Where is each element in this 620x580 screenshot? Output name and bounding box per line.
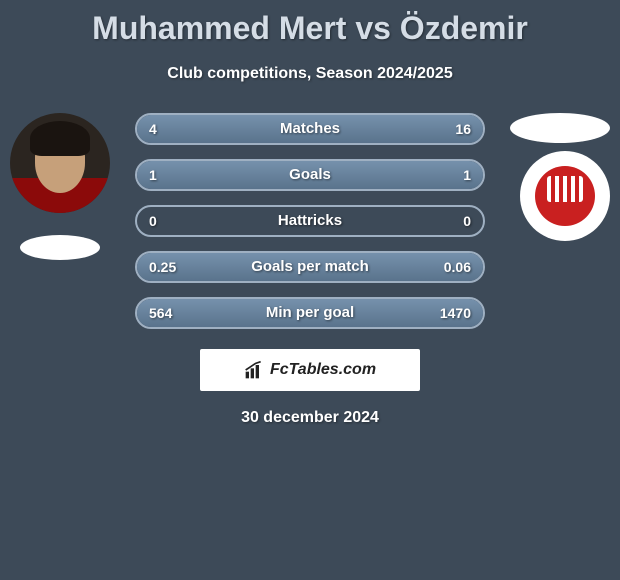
watermark-text: FcTables.com	[270, 361, 376, 379]
player-left-block	[10, 113, 110, 260]
page-title: Muhammed Mert vs Özdemir	[0, 0, 620, 47]
stat-label: Hattricks	[137, 207, 483, 235]
date-text: 30 december 2024	[0, 409, 620, 427]
player-left-flag	[20, 235, 100, 260]
player-left-avatar	[10, 113, 110, 213]
stat-label: Goals per match	[137, 253, 483, 281]
stat-row: 416Matches	[135, 113, 485, 145]
stat-label: Goals	[137, 161, 483, 189]
player-right-block	[520, 113, 610, 241]
stat-row: 5641470Min per goal	[135, 297, 485, 329]
player-right-badge	[520, 151, 610, 241]
stat-label: Min per goal	[137, 299, 483, 327]
watermark: FcTables.com	[200, 349, 420, 391]
stat-row: 0.250.06Goals per match	[135, 251, 485, 283]
stat-label: Matches	[137, 115, 483, 143]
chart-icon	[244, 360, 264, 380]
comparison-content: 416Matches 11Goals 00Hattricks 0.250.06Goal…	[0, 113, 620, 329]
subtitle: Club competitions, Season 2024/2025	[0, 65, 620, 83]
stat-bars: 416Matches 11Goals 00Hattricks 0.250.06Goal…	[135, 113, 485, 329]
stat-row: 00Hattricks	[135, 205, 485, 237]
stat-row: 11Goals	[135, 159, 485, 191]
